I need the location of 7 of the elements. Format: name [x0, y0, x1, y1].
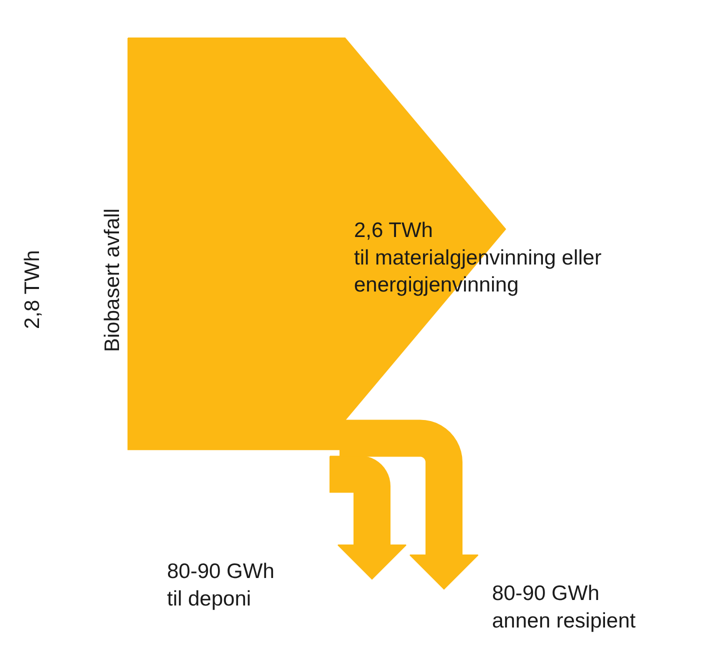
category-label: annen resipient — [492, 609, 636, 632]
data-label: 80-90 GWh — [167, 560, 274, 583]
data-label: 80-90 GWh — [492, 582, 600, 605]
data-label: 2,6 TWh — [354, 219, 433, 242]
category-label: Biobasert avfall — [101, 208, 124, 352]
category-label: til deponi — [167, 587, 252, 610]
data-label: 2,8 TWh — [21, 250, 44, 329]
